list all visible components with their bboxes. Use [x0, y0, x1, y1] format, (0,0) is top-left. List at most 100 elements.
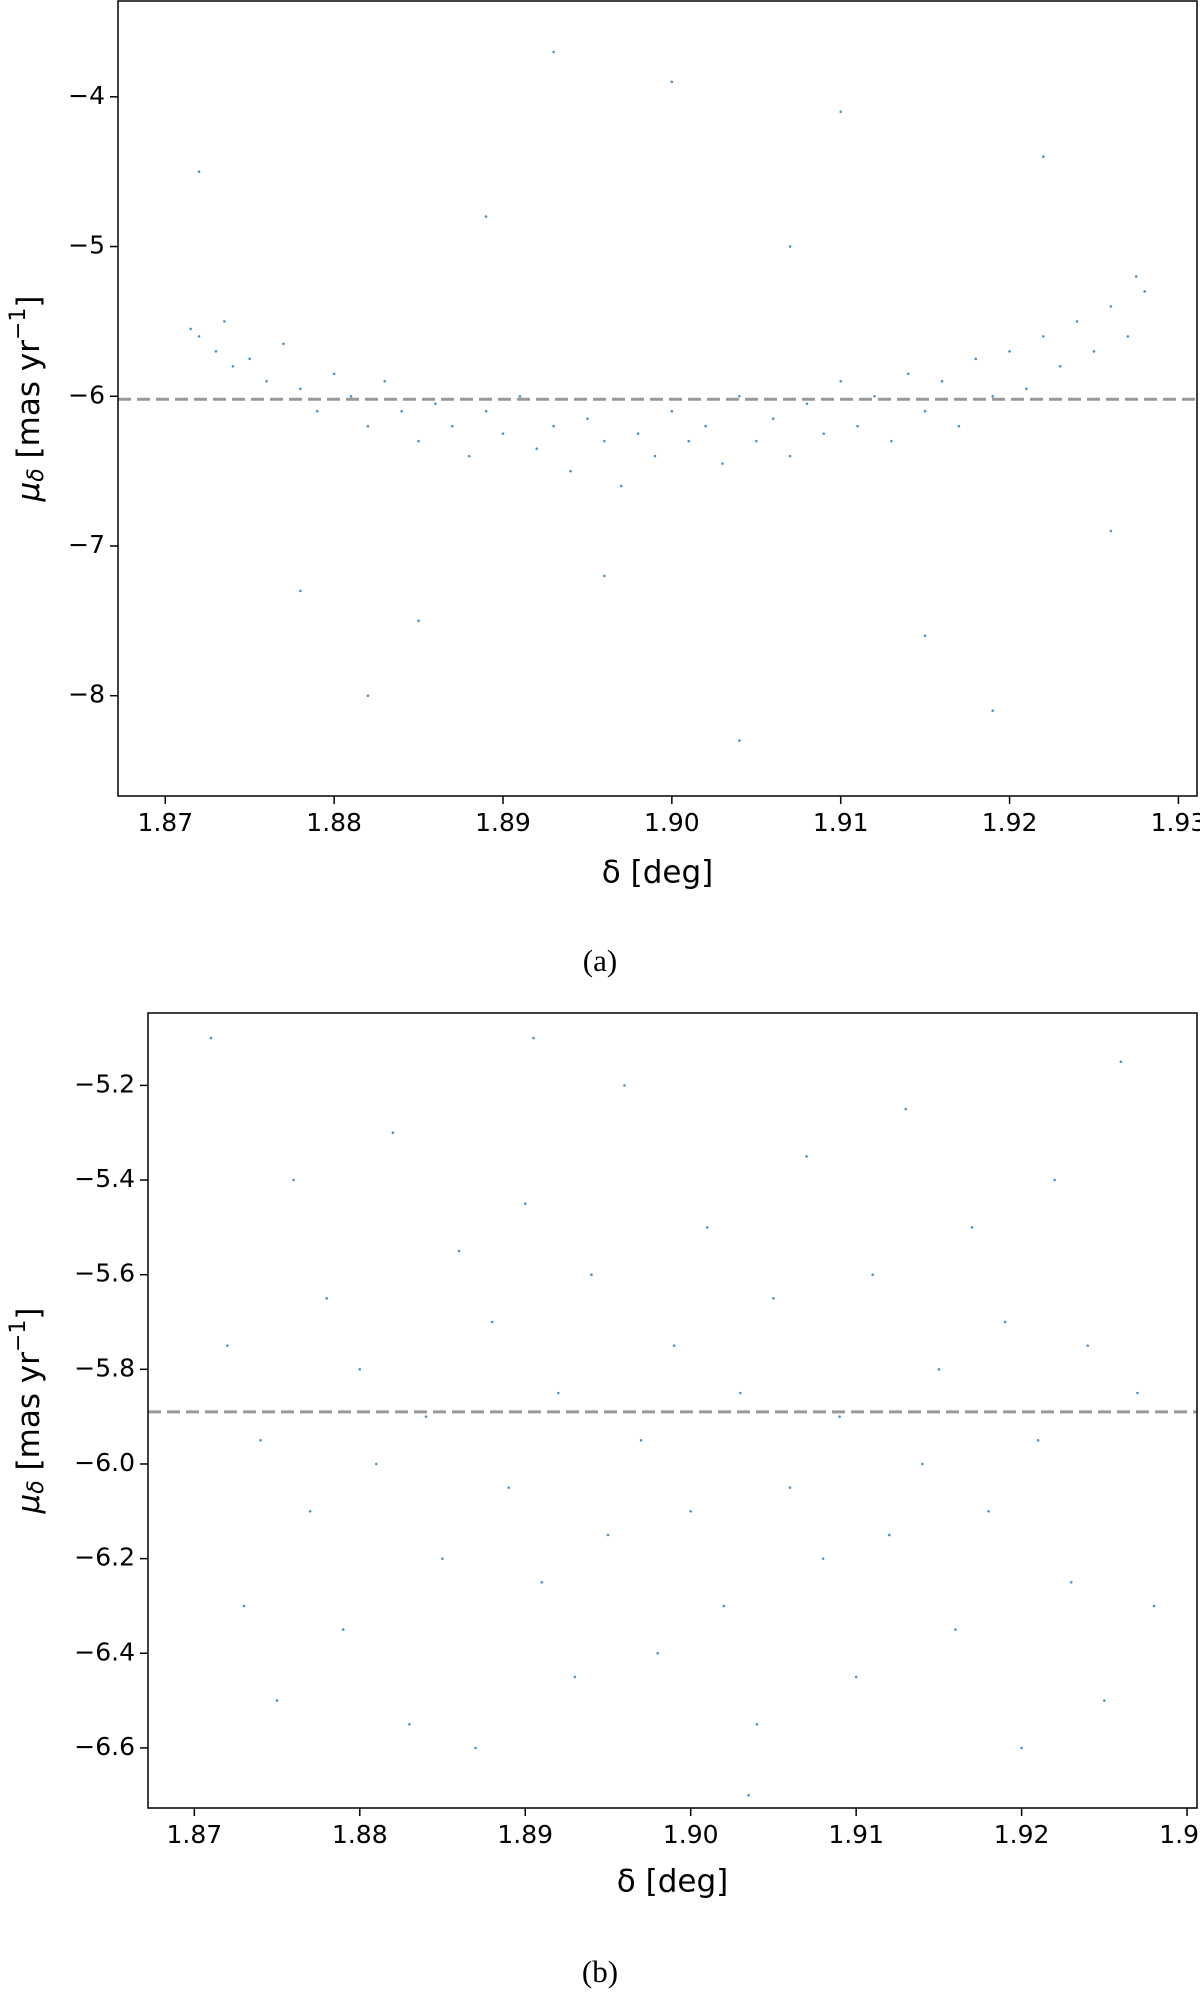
data-point [501, 432, 505, 435]
data-point [821, 1557, 825, 1560]
data-point [1109, 529, 1113, 533]
data-point [838, 1415, 841, 1418]
y-label-subscript: δ [24, 468, 49, 481]
data-point [670, 80, 674, 84]
data-point [248, 357, 252, 361]
data-point [417, 439, 420, 443]
data-point [970, 1226, 974, 1229]
y-axis-label: μδ [mas yr−1] [6, 1308, 49, 1515]
data-point [1058, 365, 1062, 368]
data-point [518, 394, 522, 398]
data-point [1134, 275, 1138, 278]
plot-frame [117, 0, 1198, 797]
data-point [532, 1036, 535, 1040]
data-point [987, 1509, 990, 1513]
x-tick-label: 1.89 [497, 1820, 553, 1849]
data-point [484, 215, 488, 218]
data-point [417, 619, 420, 623]
y-tick-label: −5.2 [74, 1069, 135, 1098]
data-point [603, 574, 606, 578]
y-tick-label: −6.6 [74, 1732, 135, 1761]
data-point [788, 1486, 792, 1489]
data-point [871, 1273, 875, 1276]
data-point [771, 417, 775, 421]
data-point [689, 1509, 693, 1513]
data-point [400, 409, 403, 413]
x-axis-label: δ [deg] [602, 855, 713, 891]
data-point [921, 1462, 924, 1466]
data-point [722, 1604, 726, 1608]
data-point [940, 379, 944, 383]
data-point [299, 387, 302, 391]
y-label-superscript: −1 [6, 308, 31, 340]
data-point [189, 327, 192, 331]
y-label-end: ] [11, 296, 47, 308]
data-point [623, 1084, 626, 1087]
data-point [1136, 1391, 1139, 1395]
caption: (b) [582, 1954, 618, 1989]
data-point [1020, 1746, 1023, 1750]
x-tick-label: 1.88 [332, 1820, 388, 1849]
data-point [408, 1722, 411, 1726]
y-label-unit: [mas yr [11, 1352, 47, 1480]
y-label-symbol: μ [11, 1494, 47, 1515]
data-point [434, 402, 437, 406]
x-tick-label: 1.87 [137, 808, 193, 837]
data-point [805, 1155, 808, 1158]
data-point [383, 379, 387, 383]
data-point [704, 424, 707, 428]
data-point [573, 1675, 577, 1679]
data-point [557, 1391, 560, 1395]
data-point [366, 694, 370, 697]
data-point [265, 379, 268, 383]
data-point [214, 350, 218, 353]
data-point [754, 439, 758, 443]
data-point [1103, 1699, 1106, 1702]
y-label-end: ] [11, 1308, 47, 1320]
data-point [490, 1320, 494, 1324]
y-tick-label: −5.6 [74, 1259, 135, 1288]
data-point [672, 1344, 676, 1347]
data-point [391, 1131, 395, 1135]
data-point [636, 432, 640, 435]
y-tick-label: −5 [68, 231, 105, 260]
y-tick-label: −6.0 [74, 1448, 135, 1477]
x-tick-label: 1.88 [306, 808, 362, 837]
data-point [887, 1533, 891, 1537]
y-tick-label: −5.4 [74, 1164, 135, 1193]
data-point [325, 1297, 328, 1300]
data-point [805, 402, 809, 406]
data-point [223, 320, 226, 323]
y-axis-label: μδ [mas yr−1] [6, 296, 49, 503]
data-point [358, 1368, 362, 1371]
x-tick-label: 1.91 [813, 808, 869, 837]
data-point [974, 357, 978, 361]
data-point [197, 335, 201, 338]
data-point [1086, 1344, 1090, 1347]
x-tick-label: 1.93 [1151, 808, 1200, 837]
data-point [1143, 290, 1146, 293]
data-point [747, 1793, 750, 1797]
x-tick-label: 1.90 [663, 1820, 719, 1849]
data-point [619, 484, 623, 488]
data-point [259, 1439, 262, 1442]
data-point [755, 1722, 759, 1726]
data-point [1075, 320, 1079, 323]
y-tick-label: −8 [68, 680, 105, 709]
data-point [299, 589, 302, 593]
y-tick-label: −6.2 [74, 1543, 135, 1572]
data-point [670, 409, 674, 413]
data-point [1119, 1060, 1123, 1064]
x-tick-label: 1.93 [1159, 1820, 1200, 1849]
data-point [424, 1415, 428, 1418]
y-tick-label: −6.4 [74, 1637, 135, 1666]
data-point [590, 1273, 593, 1276]
data-point [1042, 155, 1045, 159]
data-point [738, 739, 741, 742]
data-point [873, 394, 876, 398]
data-point [1126, 335, 1130, 338]
data-point [569, 469, 572, 473]
x-tick-label: 1.91 [828, 1820, 884, 1849]
x-axis-label: δ [deg] [617, 1864, 728, 1900]
data-point [739, 1391, 742, 1395]
